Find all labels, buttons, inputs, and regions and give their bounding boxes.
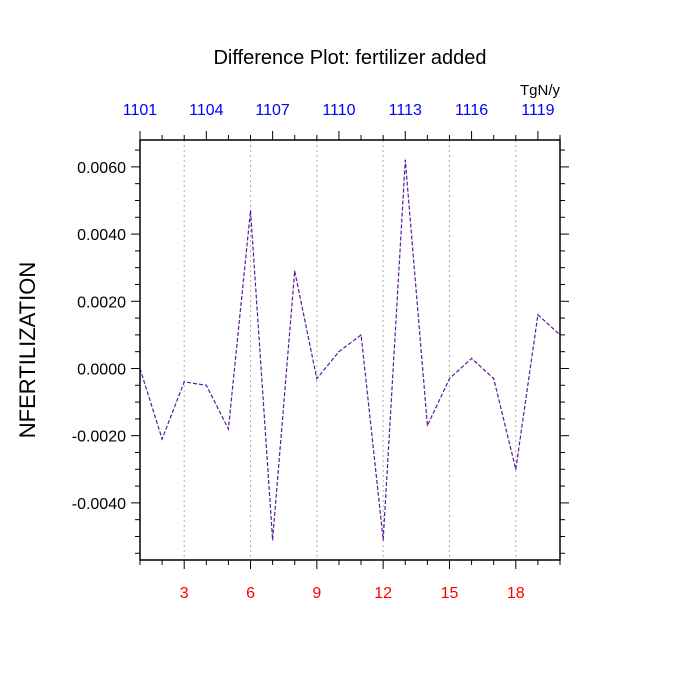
plot-frame xyxy=(139,139,561,561)
series-line xyxy=(139,160,561,540)
y-tick-label: 0.0000 xyxy=(77,361,126,378)
y-tick-label: -0.0020 xyxy=(72,429,126,446)
y-tick-label: 0.0060 xyxy=(77,160,126,177)
top-tick-label: 1104 xyxy=(189,102,224,119)
data-point xyxy=(515,468,517,470)
top-tick-label: 1101 xyxy=(123,102,158,119)
x-tick-label: 6 xyxy=(246,585,255,602)
data-point xyxy=(404,159,406,161)
data-point xyxy=(316,377,318,380)
gridlines xyxy=(183,140,517,560)
data-series xyxy=(139,159,561,541)
data-point xyxy=(360,334,362,336)
top-tick-label: 1107 xyxy=(255,102,290,119)
top-tick-label: 1110 xyxy=(322,102,355,119)
axes: 3 6 9 12 15 18 1101 1104 1107 1110 1113 1116 1119 0.0… xyxy=(72,102,569,602)
x-tick-label: 9 xyxy=(312,585,321,602)
data-point xyxy=(183,381,185,383)
data-point xyxy=(272,539,274,541)
data-point xyxy=(382,539,384,541)
data-point xyxy=(249,209,252,212)
y-tick-label: -0.0040 xyxy=(72,496,126,513)
data-point xyxy=(448,377,451,380)
data-point xyxy=(205,384,207,386)
data-point xyxy=(227,428,230,430)
x-tick-label: 12 xyxy=(374,585,392,602)
x-tick-label: 15 xyxy=(441,585,459,602)
top-tick-label: 1119 xyxy=(521,102,554,119)
top-tick-label: 1116 xyxy=(455,102,488,119)
y-tick-label: 0.0040 xyxy=(77,227,126,244)
chart-title: Difference Plot: fertilizer added xyxy=(213,47,486,69)
y-tick-label: 0.0020 xyxy=(77,294,126,311)
data-point xyxy=(470,357,473,359)
data-point xyxy=(426,425,428,427)
data-point xyxy=(161,438,163,440)
x-tick-label: 3 xyxy=(180,585,189,602)
data-point xyxy=(493,377,495,380)
x-tick-label: 18 xyxy=(507,585,525,602)
units-label: TgN/y xyxy=(520,82,561,99)
data-point xyxy=(294,270,296,272)
y-axis-label: NFERTILIZATION xyxy=(15,262,40,438)
top-tick-label: 1113 xyxy=(389,102,422,119)
data-point xyxy=(338,351,340,353)
data-point xyxy=(537,314,539,316)
